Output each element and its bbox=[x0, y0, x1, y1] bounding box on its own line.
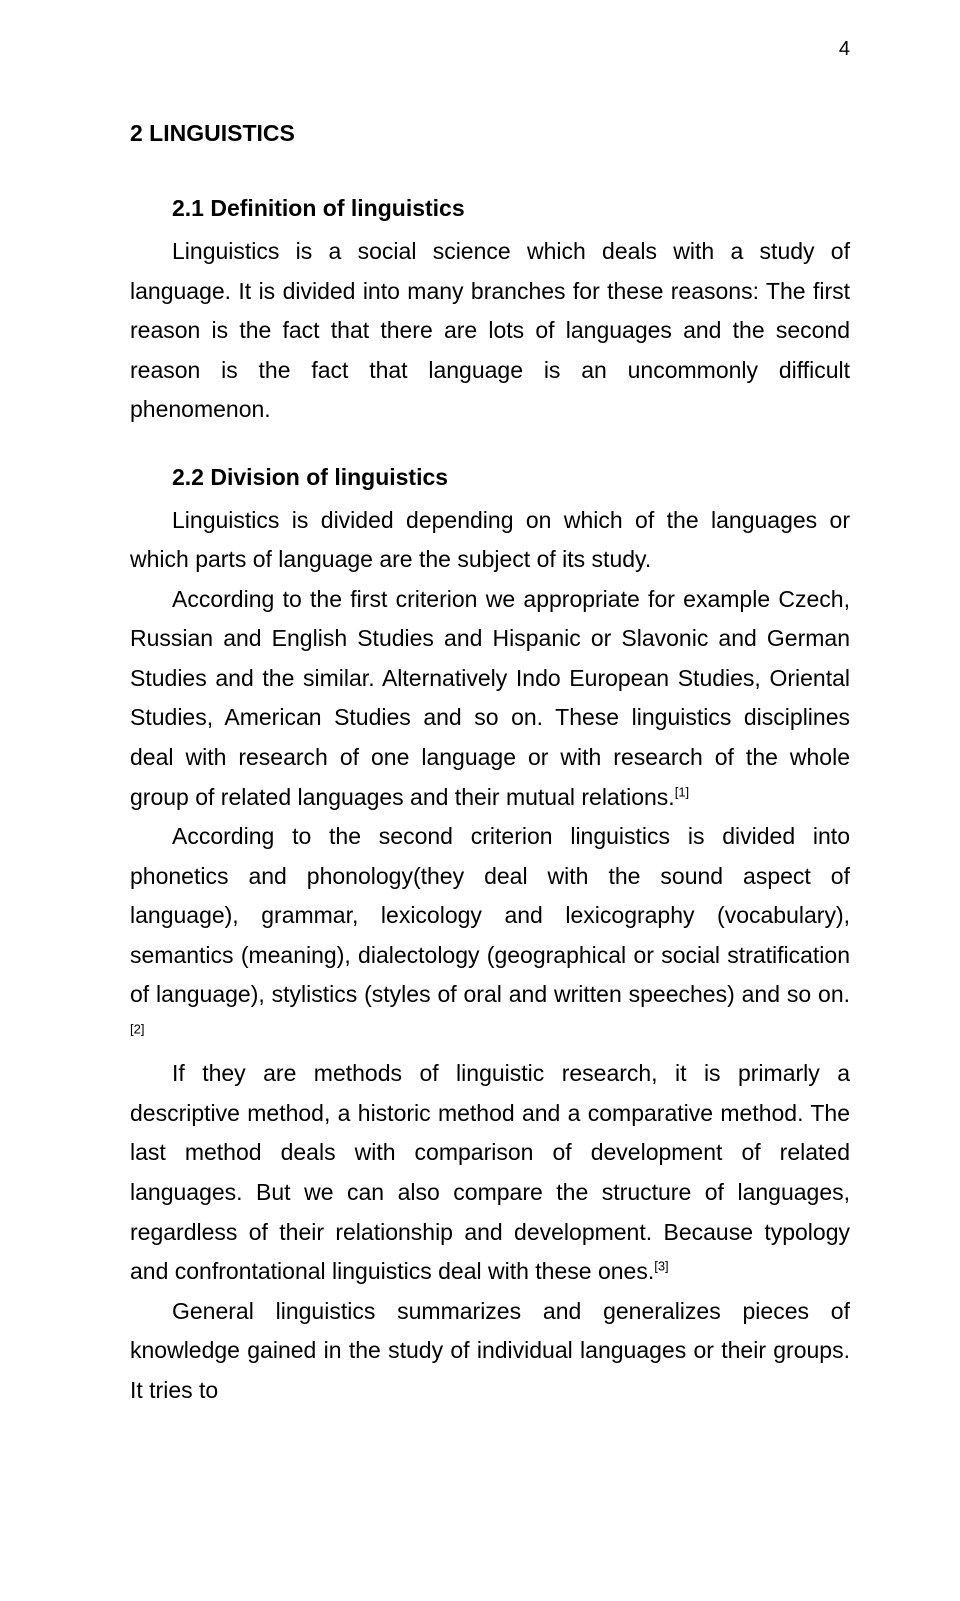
document-page: 4 2 LINGUISTICS 2.1 Definition of lingui… bbox=[0, 0, 960, 1601]
section-title-2-2: 2.2 Division of linguistics bbox=[130, 464, 850, 491]
paragraph-text: According to the first criterion we appr… bbox=[130, 586, 850, 810]
paragraph: Linguistics is divided depending on whic… bbox=[130, 501, 850, 580]
paragraph: If they are methods of linguistic resear… bbox=[130, 1054, 850, 1291]
page-number: 4 bbox=[839, 38, 850, 61]
paragraph-text: Linguistics is divided depending on whic… bbox=[130, 507, 850, 573]
paragraph: General linguistics summarizes and gener… bbox=[130, 1292, 850, 1411]
paragraph: According to the second criterion lingui… bbox=[130, 817, 850, 1054]
paragraph: Linguistics is a social science which de… bbox=[130, 232, 850, 430]
paragraph-text: According to the second criterion lingui… bbox=[130, 823, 850, 1007]
footnote-ref: [3] bbox=[654, 1258, 668, 1273]
footnote-ref: [1] bbox=[675, 784, 689, 799]
paragraph: According to the first criterion we appr… bbox=[130, 580, 850, 817]
footnote-ref: [2] bbox=[130, 1021, 144, 1036]
chapter-title: 2 LINGUISTICS bbox=[130, 120, 850, 147]
section-title-2-1: 2.1 Definition of linguistics bbox=[130, 195, 850, 222]
paragraph-text: If they are methods of linguistic resear… bbox=[130, 1060, 850, 1284]
